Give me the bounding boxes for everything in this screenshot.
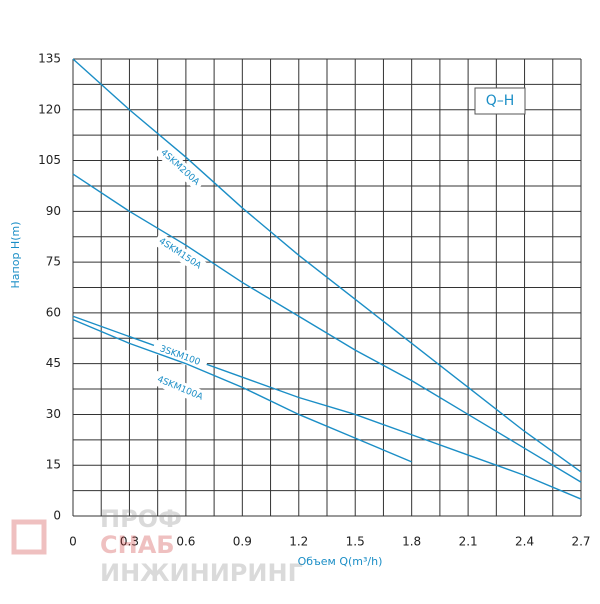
series-label-bg <box>151 339 209 372</box>
series-label-bg <box>154 143 206 192</box>
x-tick-label: 0 <box>69 535 77 549</box>
logo <box>11 519 47 555</box>
x-tick-label: 2.1 <box>459 535 478 549</box>
x-tick-label: 1.5 <box>346 535 365 549</box>
y-tick-label: 60 <box>46 305 61 319</box>
x-tick-label: 1.8 <box>402 535 421 549</box>
series-label-group: 4SKM100A <box>151 370 209 406</box>
series-label: 4SKM200A <box>158 148 201 188</box>
y-tick-label: 15 <box>46 458 61 472</box>
series-label-bg <box>151 370 209 406</box>
series-line <box>72 58 582 473</box>
y-tick-label: 105 <box>38 153 61 167</box>
x-axis-label: Объем Q(m³/h) <box>298 555 383 568</box>
watermark: ПРОФ СНАБ ИНЖИНИРИНГ <box>11 505 303 587</box>
series-label-group: 3SKM100 <box>151 339 209 372</box>
x-tick-label: 2.4 <box>515 535 534 549</box>
legend-box <box>474 87 526 115</box>
watermark-text: ИНЖИНИРИНГ <box>100 559 303 587</box>
x-tick-label: 0.9 <box>233 535 252 549</box>
y-axis-label: Напор H(m) <box>9 222 22 289</box>
y-tick-label: 0 <box>53 509 61 523</box>
chart-title: Q–H <box>486 93 515 109</box>
y-tick-label: 30 <box>46 407 61 421</box>
x-tick-label: 1.2 <box>289 535 308 549</box>
x-tick-label: 0.3 <box>120 535 139 549</box>
y-tick-label: 90 <box>46 204 61 218</box>
series-line <box>72 173 582 483</box>
plot: 0 0.3 0.6 0.9 1.2 1.5 1.8 2.1 2.4 2.7 0 15 30 45 60 75 9… <box>38 52 590 549</box>
watermark-text: ПРОФ <box>100 505 182 533</box>
y-tick-label: 75 <box>46 255 61 269</box>
x-tick-label: 0.6 <box>176 535 195 549</box>
series-label-bg <box>152 232 208 275</box>
watermark-text: СНАБ <box>100 531 175 559</box>
y-tick-label: 45 <box>46 356 61 370</box>
y-tick-label: 120 <box>38 102 61 116</box>
y-tick-label: 135 <box>38 52 61 66</box>
series-line <box>72 319 412 463</box>
x-tick-label: 2.7 <box>571 535 590 549</box>
